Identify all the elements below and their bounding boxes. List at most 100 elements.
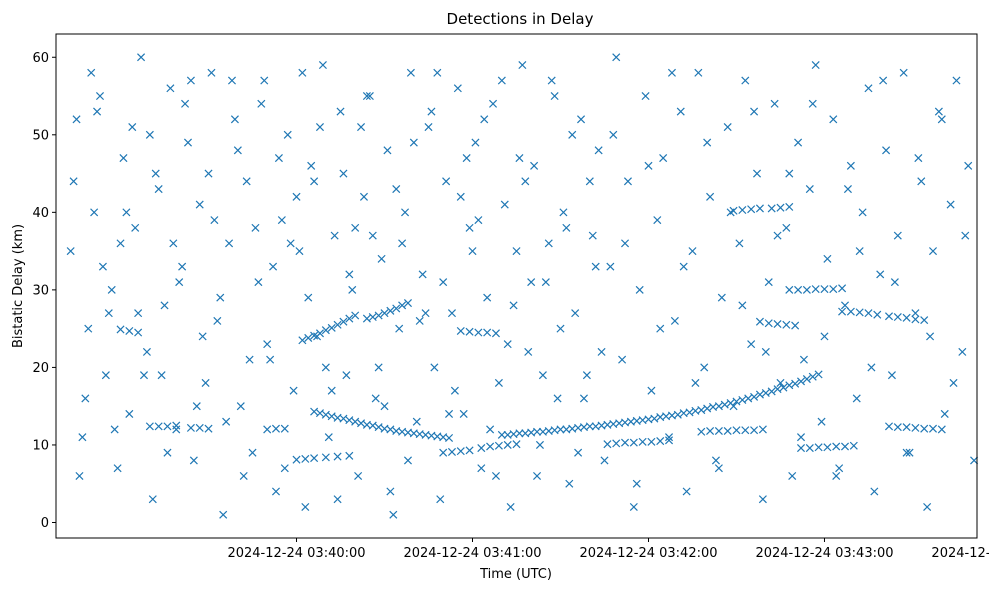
data-point-442 xyxy=(949,378,958,387)
data-point-300 xyxy=(670,316,679,325)
data-point-136 xyxy=(656,437,665,446)
data-point-233 xyxy=(277,216,286,225)
data-point-102 xyxy=(163,422,172,431)
data-point-465 xyxy=(227,76,237,85)
data-point-280 xyxy=(553,394,562,403)
data-point-262 xyxy=(447,309,456,318)
data-point-109 xyxy=(280,424,289,433)
data-point-257 xyxy=(418,270,427,279)
data-point-394 xyxy=(386,487,395,496)
data-point-453 xyxy=(87,68,96,77)
data-point-68 xyxy=(650,414,659,423)
data-point-178 xyxy=(893,312,902,322)
data-point-254 xyxy=(401,208,410,217)
x-tick-label-3: 2024-12-24 03:43:00 xyxy=(755,546,893,561)
data-point-217 xyxy=(183,138,193,147)
data-point-10 xyxy=(362,314,371,323)
data-point-407 xyxy=(538,371,547,380)
data-point-263 xyxy=(453,84,462,93)
data-point-128 xyxy=(503,440,512,449)
data-point-420 xyxy=(691,378,700,387)
data-point-31 xyxy=(386,425,395,434)
data-point-25 xyxy=(351,417,360,426)
data-point-160 xyxy=(802,285,811,294)
data-point-91 xyxy=(785,381,794,390)
data-point-179 xyxy=(902,313,911,322)
data-point-423 xyxy=(726,208,735,217)
data-point-215 xyxy=(172,425,181,434)
data-point-424 xyxy=(738,301,747,310)
data-point-8 xyxy=(345,314,354,323)
data-point-464 xyxy=(216,293,225,302)
y-axis: 0 10 20 30 40 50 60 xyxy=(32,51,56,531)
data-point-182 xyxy=(884,422,894,431)
data-point-404 xyxy=(503,340,512,349)
data-point-402 xyxy=(480,115,489,124)
data-point-76 xyxy=(697,406,706,415)
data-point-470 xyxy=(286,239,295,248)
data-point-301 xyxy=(676,107,685,116)
data-point-156 xyxy=(782,320,791,329)
data-point-133 xyxy=(629,438,638,447)
data-point-290 xyxy=(612,53,621,62)
data-point-150 xyxy=(767,204,776,213)
data-point-129 xyxy=(512,440,521,449)
data-point-164 xyxy=(838,284,847,293)
data-point-455 xyxy=(110,425,119,434)
x-tick-label-0: 2024-12-24 03:40:00 xyxy=(227,546,365,561)
data-point-221 xyxy=(207,68,216,77)
data-point-232 xyxy=(271,487,281,496)
data-point-296 xyxy=(647,386,656,395)
data-point-212 xyxy=(154,185,163,194)
data-point-74 xyxy=(685,408,694,417)
data-point-214 xyxy=(166,84,175,93)
data-point-88 xyxy=(767,387,776,396)
data-point-490 xyxy=(521,177,530,186)
y-tick-label-3: 30 xyxy=(32,283,49,298)
data-point-106 xyxy=(204,424,213,433)
data-point-346 xyxy=(940,409,949,418)
data-point-328 xyxy=(835,464,844,473)
data-point-157 xyxy=(791,321,800,330)
x-tick-label-4: 2024-12-24 03:44:00 xyxy=(931,546,989,561)
data-point-210 xyxy=(142,347,151,356)
data-point-226 xyxy=(236,402,245,411)
data-point-5 xyxy=(327,323,336,332)
data-point-11 xyxy=(368,312,377,322)
data-point-154 xyxy=(764,319,773,328)
data-point-478 xyxy=(380,402,389,411)
data-point-481 xyxy=(415,316,424,325)
data-point-371 xyxy=(116,239,125,248)
data-point-85 xyxy=(750,392,759,401)
data-point-138 xyxy=(697,427,706,436)
data-point-435 xyxy=(867,363,876,372)
data-point-241 xyxy=(324,433,333,442)
data-point-211 xyxy=(148,495,157,504)
data-point-144 xyxy=(750,426,759,435)
data-point-252 xyxy=(389,510,398,519)
data-point-323 xyxy=(805,185,814,194)
data-point-124 xyxy=(465,446,474,455)
data-point-379 xyxy=(210,216,219,225)
data-point-372 xyxy=(128,123,137,132)
data-point-265 xyxy=(465,223,474,232)
data-point-103 xyxy=(172,421,181,430)
y-tick-label-4: 40 xyxy=(32,206,49,221)
data-point-308 xyxy=(717,293,726,302)
chart-title: Detections in Delay xyxy=(447,10,594,28)
data-point-168 xyxy=(823,443,832,452)
data-point-6 xyxy=(333,320,342,329)
data-point-320 xyxy=(788,471,797,480)
data-point-405 xyxy=(515,154,524,163)
data-point-367 xyxy=(69,177,78,186)
data-point-461 xyxy=(181,99,190,108)
data-point-476 xyxy=(357,123,366,132)
y-tick-label-6: 60 xyxy=(32,51,49,66)
data-point-48 xyxy=(533,427,542,436)
data-point-314 xyxy=(752,169,762,178)
data-point-245 xyxy=(348,285,357,294)
data-point-151 xyxy=(776,203,785,212)
data-point-270 xyxy=(494,378,503,387)
data-point-108 xyxy=(271,424,281,433)
data-point-187 xyxy=(928,424,938,433)
